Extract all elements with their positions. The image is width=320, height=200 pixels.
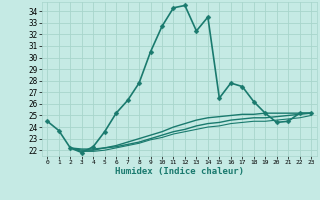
X-axis label: Humidex (Indice chaleur): Humidex (Indice chaleur) [115, 167, 244, 176]
